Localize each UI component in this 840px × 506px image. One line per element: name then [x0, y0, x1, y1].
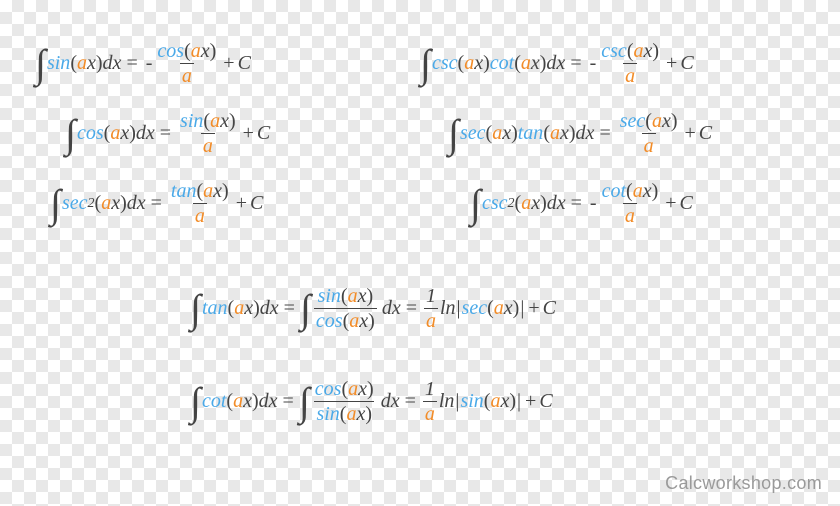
formula-tan: ∫ tan (ax) dx = ∫ sin(ax) cos(ax) dx = 1… [190, 285, 556, 332]
func-sin: sin [47, 52, 70, 75]
formula-sin: ∫ sin (ax) dx = - cos(ax) a +C [35, 40, 251, 87]
formula-csc2: ∫ csc2 (ax) dx = - cot(ax) a +C [470, 180, 693, 227]
watermark: Calcworkshop.com [665, 473, 822, 494]
formula-sec2: ∫ sec2 (ax) dx = tan(ax) a +C [50, 180, 263, 227]
formula-sectan: ∫ sec (ax) tan (ax) dx = sec(ax) a +C [448, 110, 712, 157]
formula-csccot: ∫ csc (ax) cot (ax) dx = - csc(ax) a +C [420, 40, 694, 87]
formula-cos: ∫ cos (ax) dx = sin(ax) a +C [65, 110, 270, 157]
formula-cot: ∫ cot (ax) dx = ∫ cos(ax) sin(ax) dx = 1… [190, 378, 553, 425]
